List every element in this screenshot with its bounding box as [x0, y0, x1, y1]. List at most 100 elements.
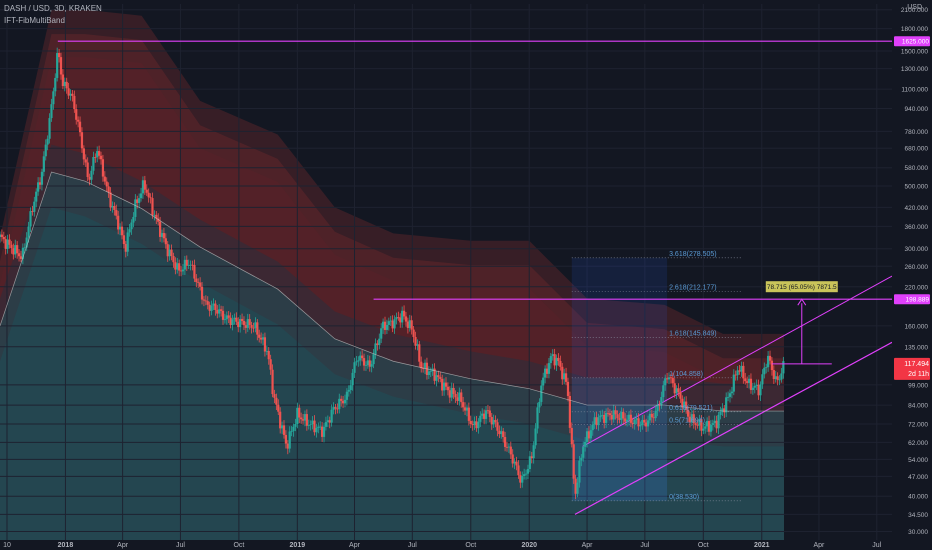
candle-body [263, 337, 267, 352]
candle-body [448, 390, 451, 398]
time-tick-label: Jul [176, 542, 185, 549]
candle-body [105, 181, 108, 187]
price-tick-label: 47.000 [908, 474, 928, 481]
candle-body [517, 465, 520, 476]
candle-body [151, 198, 154, 216]
candle-body [284, 434, 287, 444]
candle-body [349, 385, 352, 390]
candle-body [23, 247, 26, 249]
fib-label-4: 0.618(79.521) [669, 405, 713, 412]
candle-body [469, 420, 472, 425]
candle-body [56, 53, 59, 78]
candle-body [738, 370, 741, 372]
candle-body [563, 373, 566, 380]
candle-body [688, 416, 692, 423]
fib-label-5: 0.5(71.694) [669, 418, 705, 425]
candle-body [296, 407, 299, 424]
candle-body [753, 385, 756, 388]
candle-body [372, 354, 375, 365]
candle-body [627, 414, 631, 420]
candle-body [677, 388, 680, 393]
time-axis: 10 2018 Apr Jul Oct 2019 Apr Jul Oct 2020 Apr Jul Oc… [0, 540, 932, 550]
candle-body [544, 368, 547, 378]
candle-body [460, 392, 463, 403]
candle-body [362, 358, 366, 366]
candle-body [524, 473, 528, 475]
candle-body [732, 374, 735, 392]
candle-body [244, 325, 247, 328]
candle-body [80, 132, 84, 149]
indicator-label[interactable]: IFT-FibMultiBand [4, 16, 65, 25]
last-price-label: 117.494 [904, 361, 929, 368]
candle-body [269, 359, 272, 370]
candle-body [408, 320, 411, 329]
candle-body [88, 177, 91, 180]
price-tick-label: 34.500 [908, 512, 928, 519]
candle-body [361, 355, 364, 359]
symbol-title[interactable]: DASH / USD, 3D, KRAKEN [4, 4, 102, 13]
candle-body [355, 361, 358, 363]
candle-body [519, 475, 522, 483]
candle-body [648, 413, 652, 421]
candle-body [210, 305, 213, 311]
candle-body [402, 310, 406, 317]
price-tick-label: 680.000 [905, 146, 929, 153]
candle-body [317, 426, 320, 428]
candle-body [37, 182, 40, 192]
candle-body [736, 370, 739, 376]
candle-body [484, 410, 488, 419]
candle-body [665, 378, 669, 380]
candle-body [117, 215, 120, 230]
candle-body [380, 328, 383, 339]
candle-body [193, 265, 196, 279]
candle-body [481, 413, 484, 416]
candle-body [471, 424, 474, 426]
candle-body [115, 209, 118, 216]
candle-body [218, 309, 221, 314]
candle-body [768, 355, 772, 361]
candle-body [645, 422, 648, 427]
candle-body [452, 387, 455, 394]
candle-body [420, 361, 423, 369]
candle-body [399, 317, 402, 323]
candle-body [389, 320, 392, 322]
candle-body [179, 270, 183, 272]
candle-body [353, 362, 356, 373]
candle-body [44, 144, 47, 157]
currency-label: USD [907, 4, 922, 11]
candle-body [614, 410, 617, 415]
candle-body [744, 378, 747, 382]
candle-body [486, 410, 490, 412]
candle-body [260, 337, 263, 340]
candle-body [265, 350, 268, 352]
candle-body [277, 404, 280, 412]
candle-body [418, 344, 421, 362]
candle-body [767, 355, 770, 368]
candle-body [549, 356, 552, 364]
candle-body [65, 81, 68, 89]
candle-body [345, 391, 348, 400]
candle-body [538, 401, 541, 408]
time-tick-label: 2020 [521, 542, 537, 549]
candle-body [566, 381, 570, 396]
candle-body [423, 362, 427, 369]
candle-body [359, 355, 362, 361]
line-price-tag [894, 294, 930, 305]
candle-body [401, 310, 404, 323]
candle-body [111, 206, 114, 208]
candle-body [458, 392, 461, 401]
candle-body [319, 426, 322, 428]
candle-body [675, 388, 678, 394]
candle-body [557, 357, 560, 361]
time-tick-label: Oct [465, 542, 476, 549]
candle-body [29, 211, 32, 227]
candle-body [713, 420, 716, 424]
candle-body [181, 269, 185, 272]
candle-body [128, 229, 131, 233]
candle-body [42, 156, 45, 172]
candle-body [435, 375, 438, 381]
candle-body [772, 370, 775, 380]
candle-body [439, 377, 442, 379]
